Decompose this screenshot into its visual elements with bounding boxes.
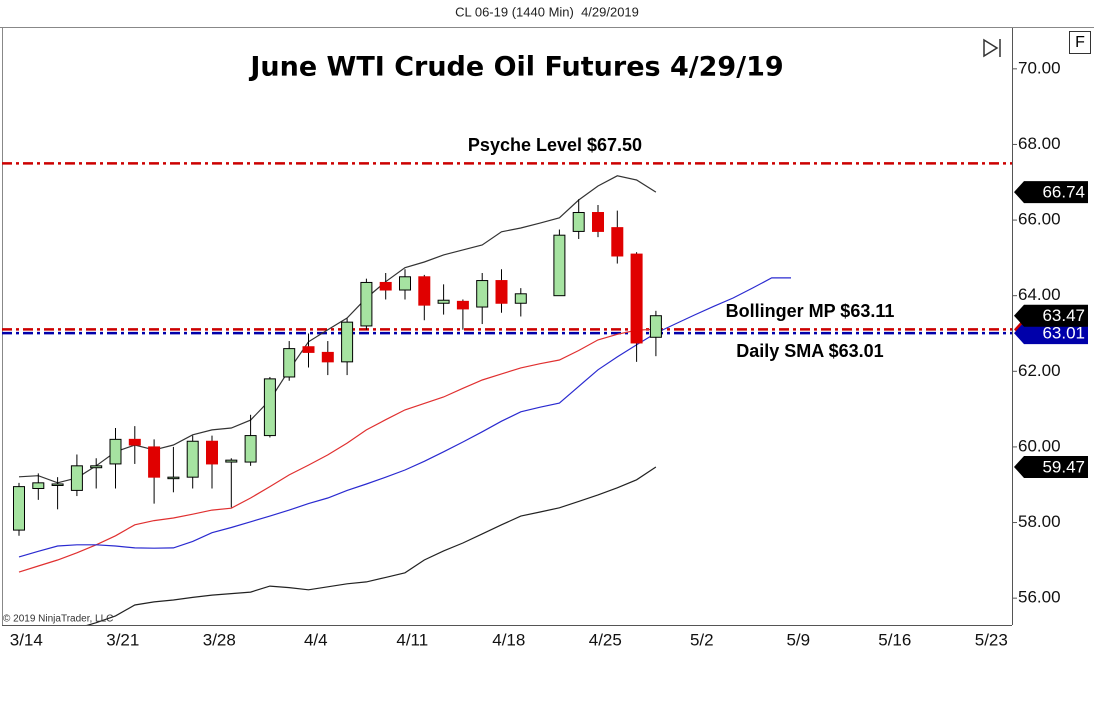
candle-body [90, 465, 103, 469]
x-tick-label: 3/14 [10, 630, 43, 649]
indicator-line [86, 466, 657, 625]
level-label: Bollinger MP $63.11 [726, 301, 895, 321]
scroll-end-icon[interactable] [983, 38, 1001, 58]
corner-box[interactable] [1069, 31, 1091, 54]
candle-body [109, 438, 122, 465]
x-tick-label: 5/2 [690, 630, 714, 649]
plot-area [2, 162, 1012, 625]
candle-body [456, 300, 469, 310]
candle-body [360, 281, 373, 327]
level-label: Daily SMA $63.01 [736, 341, 883, 361]
x-tick-label: 4/18 [492, 630, 525, 649]
y-tick-label: 60.00 [1018, 436, 1061, 455]
x-tick-label: 5/9 [786, 630, 810, 649]
x-tick-label: 4/11 [396, 630, 428, 649]
x-tick-label: 4/4 [304, 630, 328, 649]
candle-body [244, 435, 257, 463]
play-icon[interactable] [983, 38, 999, 58]
candle-body [263, 378, 276, 437]
candle-body [341, 321, 354, 363]
candle-body [206, 440, 218, 465]
candle-body [70, 465, 83, 491]
candle-body [399, 276, 411, 291]
candle-body [167, 476, 180, 480]
indicator-line [18, 328, 656, 573]
candle-body [418, 276, 431, 306]
x-tick-label: 4/25 [589, 630, 622, 649]
candle-body [13, 486, 25, 531]
candle-body [302, 346, 315, 353]
copyright: © 2019 NinjaTrader, LLC [3, 614, 113, 625]
candle-body [476, 280, 489, 308]
y-tick-label: 62.00 [1018, 361, 1061, 380]
candle-body [514, 293, 527, 304]
x-tick-label: 3/28 [203, 630, 236, 649]
candle-body [283, 348, 296, 378]
chart-title: June WTI Crude Oil Futures 4/29/19 [248, 52, 783, 83]
corner-label[interactable]: F [1075, 34, 1085, 51]
price-tag [1014, 181, 1088, 204]
price-tag-label: 59.47 [1042, 457, 1085, 476]
candle-body [611, 227, 624, 257]
candle-body [128, 438, 141, 446]
candle-body [572, 212, 585, 232]
chart-header: CL 06-19 (1440 Min) 4/29/2019 [455, 4, 639, 19]
price-tag [1014, 322, 1088, 345]
price-tag [1014, 455, 1088, 478]
price-tag-label: 63.01 [1042, 324, 1085, 343]
x-tick-label: 3/21 [106, 630, 139, 649]
price-tag [1014, 304, 1088, 327]
candle-body [321, 351, 334, 363]
candle-body [51, 483, 64, 486]
candle-body [592, 212, 604, 232]
candle-body [630, 253, 643, 344]
candle-body [437, 299, 450, 304]
candle-body [553, 234, 566, 297]
y-tick-label: 70.00 [1018, 58, 1061, 77]
candle-body [148, 446, 161, 478]
y-tick-label: 58.00 [1018, 512, 1061, 531]
candle-body [186, 440, 199, 478]
indicator-line [18, 175, 657, 484]
y-tick-label: 68.00 [1018, 134, 1061, 153]
level-label: Psyche Level $67.50 [468, 135, 642, 155]
price-tag-label: 63.47 [1042, 306, 1085, 325]
candle-body [379, 281, 392, 291]
candle-body [649, 315, 662, 338]
candle-body [495, 280, 508, 304]
x-tick-label: 5/23 [975, 630, 1008, 649]
x-tick-label: 5/16 [878, 630, 911, 649]
y-tick-label: 66.00 [1018, 210, 1061, 229]
y-tick-label: 56.00 [1018, 588, 1061, 607]
candle-body [32, 482, 45, 490]
price-tag-label: 66.74 [1042, 183, 1085, 202]
y-tick-label: 64.00 [1018, 285, 1061, 304]
indicator-line [18, 277, 791, 558]
candle-body [225, 459, 238, 463]
